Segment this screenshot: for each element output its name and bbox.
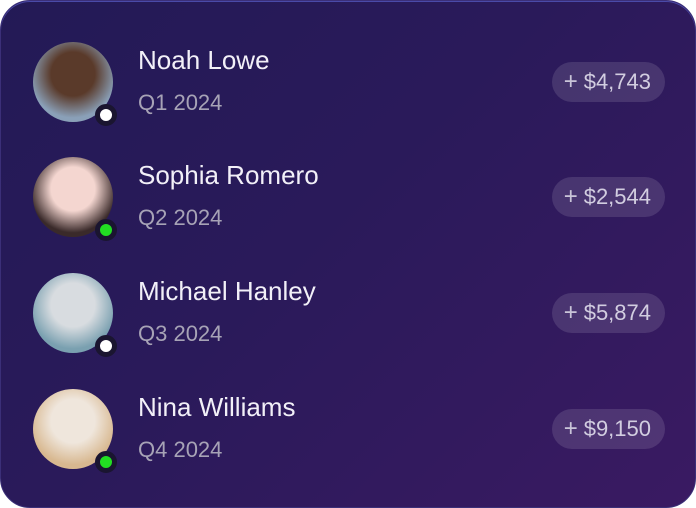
list-item[interactable]: Michael Hanley Q3 2024 + $5,874 — [1, 272, 695, 388]
status-indicator — [95, 104, 117, 126]
person-name: Nina Williams — [138, 392, 296, 422]
plus-icon: + — [563, 299, 578, 326]
period-label: Q1 2024 — [138, 90, 223, 115]
list-item[interactable]: Sophia Romero Q2 2024 + $2,544 — [1, 156, 695, 272]
plus-icon: + — [563, 183, 578, 210]
amount-badge: + $2,544 — [551, 177, 665, 217]
plus-icon: + — [563, 415, 578, 442]
status-indicator — [95, 451, 117, 473]
status-indicator — [95, 335, 117, 357]
amount-value: $9,150 — [583, 416, 651, 441]
period-label: Q4 2024 — [138, 437, 223, 462]
amount-badge: + $5,874 — [551, 293, 665, 333]
period-label: Q2 2024 — [138, 205, 223, 230]
amount-value: $5,874 — [583, 300, 651, 325]
person-name: Michael Hanley — [138, 276, 316, 306]
amount-value: $2,544 — [583, 184, 651, 209]
person-name: Noah Lowe — [138, 45, 270, 75]
period-label: Q3 2024 — [138, 321, 223, 346]
amount-value: $4,743 — [583, 69, 651, 94]
list-item[interactable]: Nina Williams Q4 2024 + $9,150 — [1, 388, 695, 504]
status-indicator — [95, 219, 117, 241]
person-name: Sophia Romero — [138, 160, 319, 190]
amount-badge: + $4,743 — [551, 62, 665, 102]
plus-icon: + — [563, 68, 578, 95]
amount-badge: + $9,150 — [551, 409, 665, 449]
list-item[interactable]: Noah Lowe Q1 2024 + $4,743 — [1, 41, 695, 157]
